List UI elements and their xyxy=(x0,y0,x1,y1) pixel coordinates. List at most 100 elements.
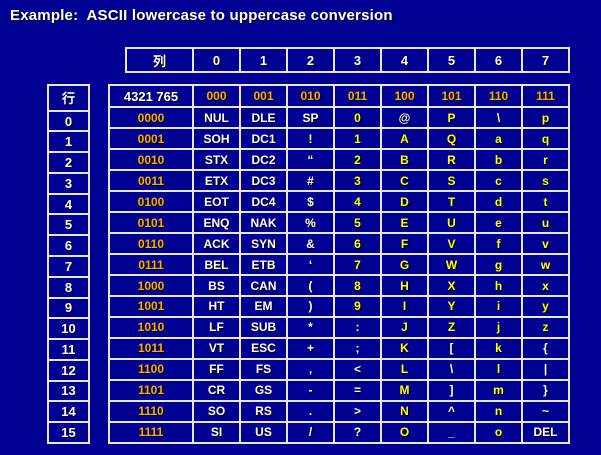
row-header-label-row: 行 xyxy=(47,84,90,112)
row-bits-cell: 0000 xyxy=(108,106,194,130)
ascii-char-cell: SP xyxy=(286,106,335,130)
column-bits-cell: 000 xyxy=(192,83,241,109)
ascii-char-cell: A xyxy=(380,127,429,151)
row-bits-cell: 1011 xyxy=(108,336,194,360)
row-header-cell: 12 xyxy=(47,358,90,382)
column-bits-cell: 011 xyxy=(333,83,382,109)
ascii-char-cell: DC1 xyxy=(239,127,288,151)
row-bits-cell: 0001 xyxy=(108,127,194,151)
ascii-char-cell: > xyxy=(333,399,382,423)
ascii-char-cell: $ xyxy=(286,190,335,214)
ascii-char-cell: | xyxy=(521,357,570,381)
ascii-char-cell: L xyxy=(380,357,429,381)
column-header-cell: 7 xyxy=(521,47,570,73)
ascii-char-cell: DC4 xyxy=(239,190,288,214)
ascii-char-cell: - xyxy=(286,378,335,402)
ascii-char-cell: . xyxy=(286,399,335,423)
ascii-table-row: 1110 SO RS. > N ^ n ~ xyxy=(108,399,570,423)
ascii-char-cell: 0 xyxy=(333,106,382,130)
ascii-char-cell: M xyxy=(380,378,429,402)
ascii-char-cell: j xyxy=(474,315,523,339)
bit-header-row: 4321 765 000 001 010 011 100 101 110 111 xyxy=(108,83,570,109)
bit-position-label: 4321 765 xyxy=(108,83,194,109)
row-bits-cell: 0100 xyxy=(108,190,194,214)
ascii-char-cell: r xyxy=(521,148,570,172)
row-header-cell: 3 xyxy=(47,171,90,195)
column-header-cell: 1 xyxy=(239,47,288,73)
ascii-char-cell: p xyxy=(521,106,570,130)
row-header-row: 6 xyxy=(47,234,90,258)
ascii-char-cell: , xyxy=(286,357,335,381)
row-bits-cell: 1101 xyxy=(108,378,194,402)
row-bits-cell: 1110 xyxy=(108,399,194,423)
ascii-char-cell: / xyxy=(286,420,335,445)
ascii-char-cell: Q xyxy=(427,127,476,151)
ascii-char-cell: e xyxy=(474,211,523,235)
ascii-char-cell: B xyxy=(380,148,429,172)
ascii-char-cell: T xyxy=(427,190,476,214)
ascii-char-cell: CR xyxy=(192,378,241,402)
ascii-char-cell: S xyxy=(427,169,476,193)
row-bits-cell: 0101 xyxy=(108,211,194,235)
row-header-cell: 6 xyxy=(47,234,90,258)
ascii-char-cell: { xyxy=(521,336,570,360)
ascii-char-cell: D xyxy=(380,190,429,214)
ascii-char-cell: & xyxy=(286,232,335,256)
column-header-cell: 4 xyxy=(380,47,429,73)
ascii-char-cell: ] xyxy=(427,378,476,402)
row-header-row: 9 xyxy=(47,296,90,320)
row-header-cell: 8 xyxy=(47,275,90,299)
row-header-row: 12 xyxy=(47,358,90,382)
ascii-char-cell: Z xyxy=(427,315,476,339)
slide-title: Example: ASCII lowercase to uppercase co… xyxy=(10,7,393,24)
column-header-cell: 0 xyxy=(192,47,241,73)
ascii-char-cell: FS xyxy=(239,357,288,381)
row-header-cell: 9 xyxy=(47,296,90,320)
ascii-char-cell: h xyxy=(474,274,523,297)
row-header-row: 7 xyxy=(47,255,90,278)
ascii-char-cell: o xyxy=(474,420,523,445)
row-header-cell: 4 xyxy=(47,192,90,216)
ascii-char-cell: ! xyxy=(286,127,335,151)
ascii-char-cell: s xyxy=(521,169,570,193)
ascii-char-cell: K xyxy=(380,336,429,360)
ascii-char-cell: P xyxy=(427,106,476,130)
ascii-char-cell: GS xyxy=(239,378,288,402)
row-bits-cell: 1001 xyxy=(108,295,194,318)
row-bits-cell: 0011 xyxy=(108,169,194,193)
ascii-char-cell: v xyxy=(521,232,570,256)
ascii-char-cell: FF xyxy=(192,357,241,381)
ascii-char-cell: x xyxy=(521,274,570,297)
ascii-char-cell: DEL xyxy=(521,420,570,445)
row-header-cell: 7 xyxy=(47,255,90,278)
column-header-cell: 5 xyxy=(427,47,476,73)
ascii-char-cell: q xyxy=(521,127,570,151)
ascii-char-cell: f xyxy=(474,232,523,256)
ascii-table-row: 0000 NUL DLE SP 0 @ P \ p xyxy=(108,106,570,130)
row-header-cell: 0 xyxy=(47,109,90,133)
ascii-char-cell: Y xyxy=(427,295,476,318)
ascii-char-cell: ‘ xyxy=(286,253,335,277)
ascii-char-cell: 8 xyxy=(333,274,382,297)
ascii-char-cell: m xyxy=(474,378,523,402)
column-bits-cell: 110 xyxy=(474,83,523,109)
ascii-char-cell: SO xyxy=(192,399,241,423)
ascii-char-cell: O xyxy=(380,420,429,445)
ascii-char-cell: \ xyxy=(474,106,523,130)
ascii-code-table-body: 4321 765 000 001 010 011 100 101 110 111 0000 NUL D… xyxy=(108,83,570,445)
ascii-code-table: 4321 765 000 001 010 011 100 101 110 111 0000 NUL D… xyxy=(108,83,570,445)
ascii-char-cell: < xyxy=(333,357,382,381)
ascii-char-cell: t xyxy=(521,190,570,214)
row-header-row: 15 xyxy=(47,421,90,444)
ascii-char-cell: NAK xyxy=(239,211,288,235)
ascii-char-cell: EM xyxy=(239,295,288,318)
ascii-char-cell: d xyxy=(474,190,523,214)
row-header-row: 11 xyxy=(47,338,90,361)
ascii-char-cell: g xyxy=(474,253,523,277)
